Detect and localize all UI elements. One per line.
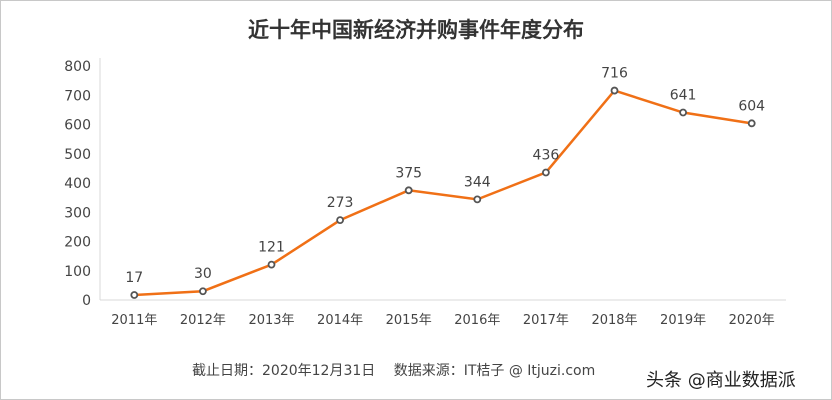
x-tick-label: 2011年 — [111, 313, 157, 328]
data-label: 716 — [601, 66, 628, 82]
x-tick-label: 2017年 — [523, 313, 569, 328]
series-line — [134, 89, 752, 297]
x-tick-label: 2015年 — [386, 313, 432, 328]
y-tick-label: 800 — [64, 59, 91, 75]
data-point — [198, 287, 207, 296]
x-tick-label: 2016年 — [454, 313, 500, 328]
data-label: 273 — [327, 195, 354, 211]
data-label: 375 — [395, 165, 422, 181]
data-label: 30 — [194, 266, 212, 282]
y-tick-label: 500 — [64, 147, 91, 163]
data-point — [130, 291, 139, 299]
data-point — [267, 260, 276, 269]
data-label: 17 — [125, 270, 143, 286]
x-tick-label: 2018年 — [591, 313, 637, 328]
data-label: 604 — [738, 98, 765, 114]
data-label: 641 — [670, 88, 697, 104]
data-point — [610, 86, 619, 95]
data-point — [747, 119, 756, 128]
x-tick-label: 2020年 — [729, 313, 775, 328]
y-tick-label: 200 — [64, 235, 91, 251]
data-point — [679, 108, 687, 117]
x-tick-label: 2019年 — [660, 313, 706, 328]
y-tick-label: 100 — [64, 264, 91, 280]
y-tick-label: 700 — [64, 88, 91, 104]
watermark: 头条 @商业数据派 — [646, 370, 796, 391]
chart-title: 近十年中国新经济并购事件年度分布 — [248, 18, 584, 42]
y-tick-label: 600 — [64, 118, 91, 134]
data-label: 436 — [533, 147, 560, 163]
data-label: 121 — [258, 240, 285, 256]
y-tick-label: 0 — [82, 293, 91, 309]
data-point — [336, 216, 345, 225]
y-tick-label: 400 — [64, 176, 91, 192]
data-point — [473, 195, 482, 204]
data-point — [542, 168, 550, 177]
data-label: 344 — [464, 174, 491, 190]
x-tick-label: 2012年 — [180, 313, 226, 328]
x-tick-label: 2014年 — [317, 313, 363, 328]
data-point — [404, 186, 413, 195]
x-tick-label: 2013年 — [248, 313, 294, 328]
y-tick-label: 300 — [64, 205, 91, 221]
chart-footer-source: 截止日期：2020年12月31日 数据来源：IT桔子 @ Itjuzi.com — [192, 363, 596, 379]
